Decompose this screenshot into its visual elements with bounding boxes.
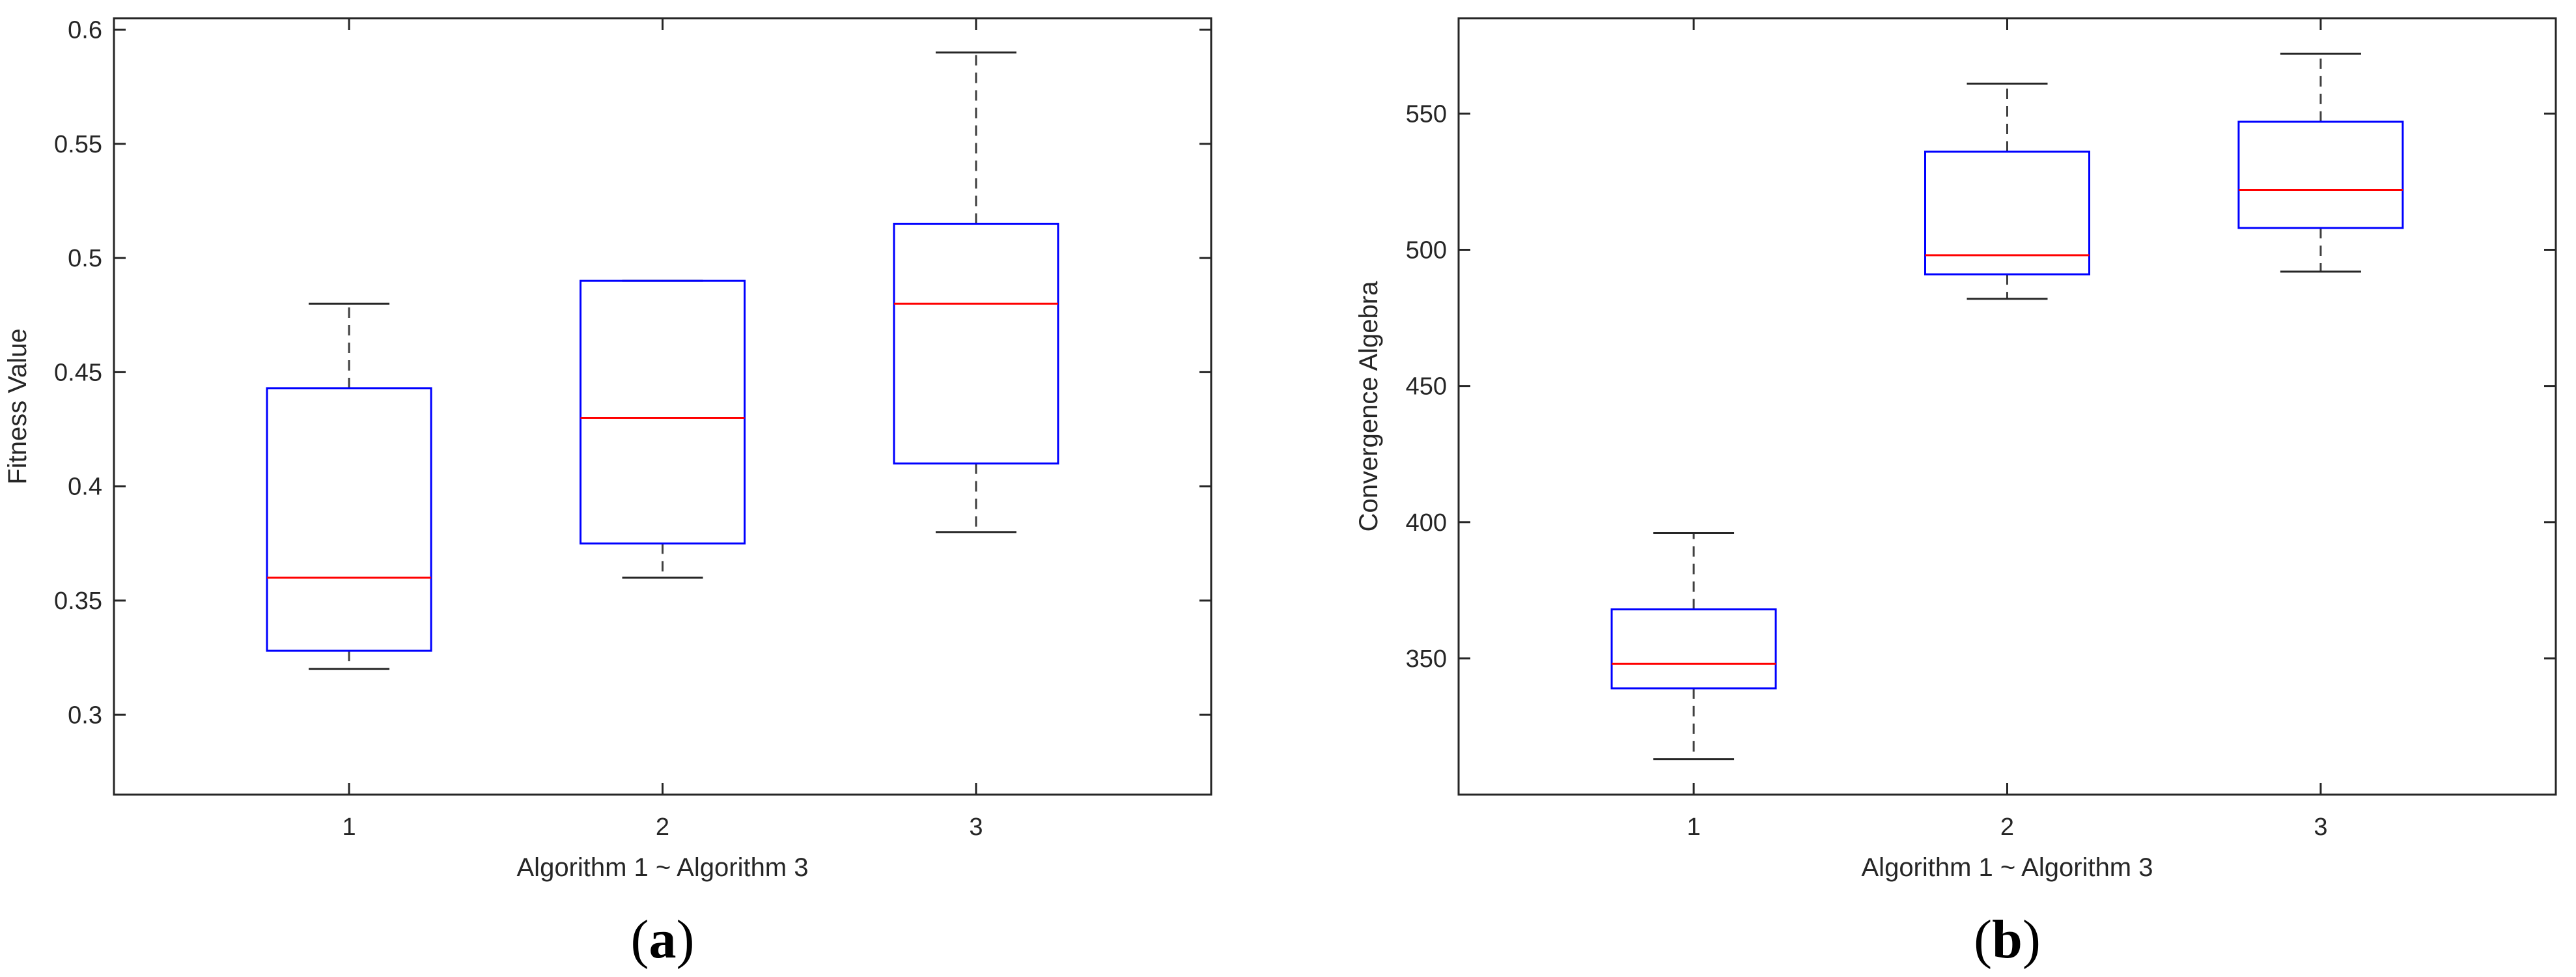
y-axis-label: Fitness Value — [3, 328, 32, 484]
iqr-box — [1924, 150, 2090, 276]
y-tick-label: 0.35 — [54, 588, 102, 615]
x-tick-label: 3 — [2314, 814, 2327, 841]
y-tick-label: 0.55 — [54, 131, 102, 158]
y-tick-label: 0.4 — [68, 474, 102, 501]
box-2 — [580, 279, 746, 579]
box-3 — [893, 51, 1059, 533]
x-tick-label: 1 — [1687, 814, 1701, 841]
x-axis-label: Algorithm 1 ~ Algorithm 3 — [1862, 853, 2153, 882]
iqr-box — [266, 387, 432, 652]
plot-frame — [1457, 17, 2557, 796]
y-axis-label: Convergence Algebra — [1354, 281, 1383, 531]
panel-letter: b — [1992, 909, 2023, 970]
y-tick-label: 0.3 — [68, 701, 102, 729]
x-axis-label: Algorithm 1 ~ Algorithm 3 — [517, 853, 809, 882]
iqr-box — [1610, 608, 1777, 690]
box-3 — [2237, 52, 2404, 273]
x-tick-label: 1 — [343, 814, 356, 841]
y-tick-label: 450 — [1406, 373, 1447, 401]
plot-frame — [113, 17, 1212, 796]
chart-panel-a: 0.3 0.35 0.4 0.45 0.5 0.55 0.6 1 2 3 Algorithm 1 ~… — [3, 17, 1212, 970]
y-tick-label: 0.6 — [68, 17, 102, 44]
iqr-box — [2237, 120, 2404, 229]
y-tick-label: 350 — [1406, 645, 1447, 673]
y-tick-label: 400 — [1406, 509, 1447, 537]
y-tick-label: 0.5 — [68, 245, 102, 272]
panel-label: (b) — [1974, 909, 2041, 970]
chart-panel-b: 350 400 450 500 550 1 2 3 Algorithm 1 ~ Algorith… — [1354, 17, 2557, 970]
x-tick-label: 2 — [2000, 814, 2014, 841]
box-1 — [1610, 531, 1777, 761]
x-tick-label: 3 — [969, 814, 983, 841]
iqr-box — [893, 223, 1059, 465]
x-tick-label: 2 — [656, 814, 669, 841]
y-tick-label: 0.45 — [54, 359, 102, 386]
y-tick-label: 550 — [1406, 100, 1447, 128]
box-2 — [1924, 82, 2090, 300]
y-tick-label: 500 — [1406, 237, 1447, 264]
box-1 — [266, 302, 432, 670]
panel-letter: a — [649, 909, 677, 970]
panel-label: (a) — [631, 909, 695, 970]
iqr-box — [580, 279, 746, 545]
